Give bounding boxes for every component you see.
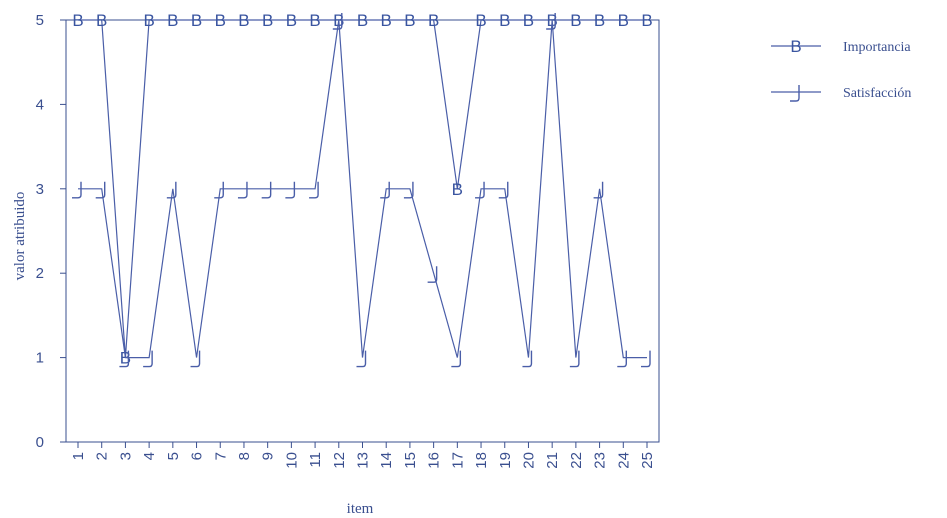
data-point-importancia: B bbox=[357, 11, 368, 30]
y-tick-label: 0 bbox=[36, 434, 44, 451]
legend-marker: B bbox=[790, 37, 801, 56]
legend-label: Satisfacción bbox=[843, 86, 911, 101]
legend-entry: B Importancia bbox=[771, 37, 911, 56]
data-point-importancia: B bbox=[72, 11, 83, 30]
y-axis-ticks: 0 1 2 3 4 5 bbox=[36, 12, 66, 451]
x-tick-label: 19 bbox=[497, 452, 514, 469]
data-point-importancia: B bbox=[618, 11, 629, 30]
data-point-importancia: B bbox=[641, 11, 652, 30]
data-point-importancia: B bbox=[475, 11, 486, 30]
data-point-importancia: B bbox=[570, 11, 581, 30]
data-point-importancia: B bbox=[215, 11, 226, 30]
legend-entry: Satisfacción bbox=[771, 85, 911, 102]
data-point-satisfaccion bbox=[427, 266, 438, 283]
data-point-importancia: B bbox=[499, 11, 510, 30]
data-point-importancia: B bbox=[381, 11, 392, 30]
data-point-importancia: B bbox=[404, 11, 415, 30]
axes bbox=[65, 19, 660, 443]
data-point-importancia: B bbox=[594, 11, 605, 30]
data-point-importancia: B bbox=[96, 11, 107, 30]
data-point-satisfaccion bbox=[190, 350, 201, 368]
data-point-importancia: B bbox=[428, 11, 439, 30]
y-tick-label: 4 bbox=[36, 96, 44, 113]
series-line bbox=[78, 19, 647, 359]
data-point-importancia: B bbox=[238, 11, 249, 30]
data-point-satisfaccion bbox=[475, 181, 485, 199]
data-point-satisfaccion bbox=[617, 350, 627, 368]
data-point-satisfaccion bbox=[285, 181, 296, 199]
x-tick-label: 12 bbox=[331, 452, 348, 469]
data-point-satisfaccion bbox=[237, 181, 248, 199]
data-point-satisfaccion bbox=[356, 350, 367, 368]
y-tick-label: 1 bbox=[36, 350, 44, 367]
x-tick-label: 21 bbox=[544, 452, 561, 469]
x-tick-label: 8 bbox=[236, 452, 253, 460]
x-tick-label: 9 bbox=[260, 452, 277, 460]
data-point-importancia: B bbox=[191, 11, 202, 30]
x-tick-label: 11 bbox=[307, 452, 324, 468]
data-point-satisfaccion bbox=[143, 350, 153, 368]
x-tick-label: 14 bbox=[378, 452, 395, 469]
data-point-satisfaccion bbox=[641, 350, 651, 368]
x-tick-label: 3 bbox=[117, 452, 134, 460]
data-point-satisfaccion bbox=[380, 181, 390, 199]
x-tick-label: 17 bbox=[449, 452, 466, 469]
data-point-importancia: B bbox=[262, 11, 273, 30]
legend-marker bbox=[790, 85, 800, 102]
legend: B Importancia Satisfacción bbox=[771, 37, 911, 102]
x-tick-label: 23 bbox=[592, 452, 609, 469]
x-tick-label: 22 bbox=[568, 452, 585, 469]
y-tick-label: 2 bbox=[36, 265, 44, 282]
x-tick-label: 5 bbox=[165, 452, 182, 460]
data-point-importancia: B bbox=[452, 180, 463, 199]
y-tick-label: 3 bbox=[36, 181, 44, 198]
data-point-satisfaccion bbox=[546, 13, 556, 30]
x-axis-label: item bbox=[347, 501, 374, 517]
series-line bbox=[78, 19, 647, 358]
data-point-satisfaccion bbox=[593, 181, 604, 199]
data-point-satisfaccion bbox=[332, 13, 343, 30]
series-layer: B BBB B B B B B B B B B B B BBB B B B B B B B bbox=[72, 11, 653, 368]
data-point-satisfaccion bbox=[261, 181, 272, 199]
data-point-satisfaccion bbox=[522, 350, 533, 368]
x-tick-label: 2 bbox=[94, 452, 111, 460]
x-tick-label: 1 bbox=[70, 452, 87, 460]
x-axis-ticks: 1 2 3 4 5 6 7 8 9 10 11 12 13 14 15 16 17 18 19 20 21 22 23 24 2… bbox=[70, 442, 656, 469]
data-point-satisfaccion bbox=[166, 181, 177, 199]
plot-frame bbox=[65, 19, 660, 443]
data-point-importancia: B bbox=[167, 11, 178, 30]
x-tick-label: 13 bbox=[355, 452, 372, 469]
x-tick-label: 4 bbox=[141, 452, 158, 460]
data-point-satisfaccion bbox=[569, 350, 580, 368]
data-point-satisfaccion bbox=[498, 181, 509, 199]
x-tick-label: 18 bbox=[473, 452, 490, 469]
data-point-importancia: B bbox=[286, 11, 297, 30]
x-tick-label: 16 bbox=[426, 452, 443, 469]
data-point-satisfaccion bbox=[451, 350, 462, 368]
x-tick-label: 15 bbox=[402, 452, 419, 469]
x-tick-label: 25 bbox=[639, 452, 656, 469]
x-tick-label: 10 bbox=[283, 452, 300, 469]
legend-label: Importancia bbox=[843, 40, 911, 55]
data-point-satisfaccion bbox=[403, 181, 414, 199]
y-tick-label: 5 bbox=[36, 12, 44, 29]
x-tick-label: 24 bbox=[615, 452, 632, 469]
x-tick-label: 20 bbox=[520, 452, 537, 469]
y-axis-label: valor atribuido bbox=[12, 192, 28, 281]
data-point-satisfaccion bbox=[95, 181, 106, 199]
data-point-importancia: B bbox=[309, 11, 320, 30]
series-satisfaccion bbox=[72, 13, 651, 368]
series-importancia: B BBB B B B B B B B B B B B BBB B B B B B B B bbox=[72, 11, 652, 368]
x-tick-label: 7 bbox=[212, 452, 229, 460]
data-point-importancia: B bbox=[143, 11, 154, 30]
x-tick-label: 6 bbox=[189, 452, 206, 460]
data-point-importancia: B bbox=[523, 11, 534, 30]
data-point-satisfaccion bbox=[309, 181, 319, 199]
data-point-satisfaccion bbox=[214, 181, 224, 199]
data-point-satisfaccion bbox=[119, 350, 130, 368]
data-point-satisfaccion bbox=[72, 181, 82, 199]
